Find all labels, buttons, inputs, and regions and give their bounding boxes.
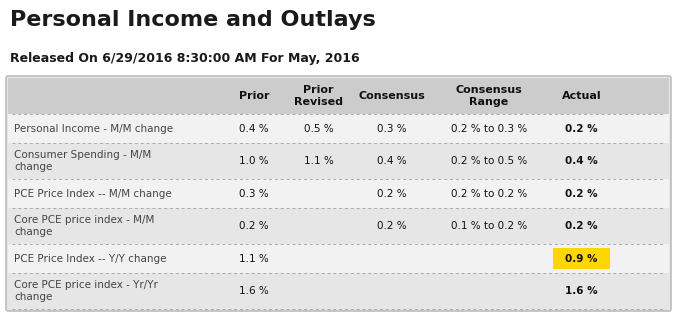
Text: 0.2 %: 0.2 % bbox=[376, 189, 406, 198]
Text: 0.9 %: 0.9 % bbox=[565, 254, 598, 263]
Text: 0.2 %: 0.2 % bbox=[565, 189, 598, 198]
Text: 0.2 % to 0.3 %: 0.2 % to 0.3 % bbox=[451, 124, 527, 133]
Bar bbox=[553, 248, 610, 269]
Text: 0.2 % to 0.2 %: 0.2 % to 0.2 % bbox=[451, 189, 527, 198]
Text: 0.3 %: 0.3 % bbox=[376, 124, 406, 133]
Text: Consensus
Range: Consensus Range bbox=[456, 85, 522, 107]
Text: 0.3 %: 0.3 % bbox=[240, 189, 269, 198]
Text: PCE Price Index -- M/M change: PCE Price Index -- M/M change bbox=[14, 189, 172, 198]
Text: Released On 6/29/2016 8:30:00 AM For May, 2016: Released On 6/29/2016 8:30:00 AM For May… bbox=[10, 52, 359, 65]
Text: 1.1 %: 1.1 % bbox=[240, 254, 269, 263]
Text: 0.2 %: 0.2 % bbox=[376, 221, 406, 231]
Bar bbox=[8, 114, 669, 143]
Text: Consensus: Consensus bbox=[358, 91, 424, 101]
Text: Actual: Actual bbox=[562, 91, 601, 101]
Text: 1.6 %: 1.6 % bbox=[240, 286, 269, 296]
Text: Personal Income and Outlays: Personal Income and Outlays bbox=[10, 10, 376, 30]
Bar bbox=[8, 78, 669, 114]
Bar bbox=[8, 273, 669, 309]
Text: 1.6 %: 1.6 % bbox=[565, 286, 598, 296]
Text: Consumer Spending - M/M
change: Consumer Spending - M/M change bbox=[14, 150, 151, 172]
Text: Prior
Revised: Prior Revised bbox=[294, 85, 343, 107]
Text: 1.1 %: 1.1 % bbox=[304, 156, 334, 166]
Bar bbox=[8, 208, 669, 244]
Text: 0.2 %: 0.2 % bbox=[565, 124, 598, 133]
Text: 0.2 %: 0.2 % bbox=[240, 221, 269, 231]
Bar bbox=[8, 244, 669, 273]
Bar bbox=[8, 179, 669, 208]
Bar bbox=[8, 143, 669, 179]
Text: 1.0 %: 1.0 % bbox=[240, 156, 269, 166]
Text: Prior: Prior bbox=[239, 91, 269, 101]
Text: Personal Income - M/M change: Personal Income - M/M change bbox=[14, 124, 173, 133]
FancyBboxPatch shape bbox=[6, 76, 671, 311]
Text: PCE Price Index -- Y/Y change: PCE Price Index -- Y/Y change bbox=[14, 254, 167, 263]
Text: 0.1 % to 0.2 %: 0.1 % to 0.2 % bbox=[451, 221, 527, 231]
Text: 0.4 %: 0.4 % bbox=[376, 156, 406, 166]
Text: Core PCE price index - Yr/Yr
change: Core PCE price index - Yr/Yr change bbox=[14, 280, 158, 302]
Text: 0.2 %: 0.2 % bbox=[565, 221, 598, 231]
Text: 0.4 %: 0.4 % bbox=[565, 156, 598, 166]
Text: 0.4 %: 0.4 % bbox=[240, 124, 269, 133]
Text: 0.5 %: 0.5 % bbox=[304, 124, 334, 133]
Text: 0.2 % to 0.5 %: 0.2 % to 0.5 % bbox=[451, 156, 527, 166]
Text: Core PCE price index - M/M
change: Core PCE price index - M/M change bbox=[14, 215, 154, 237]
